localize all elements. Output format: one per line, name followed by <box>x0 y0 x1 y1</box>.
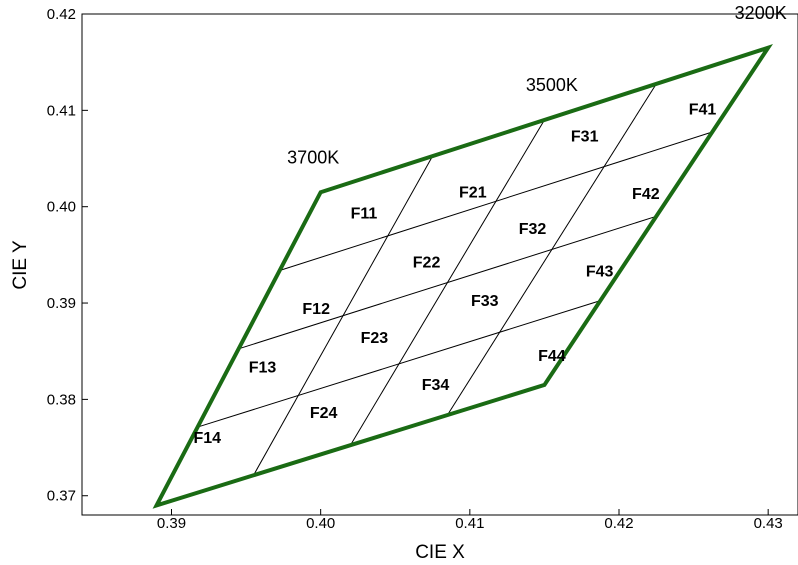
bin-label: F42 <box>632 186 660 203</box>
bin-label: F13 <box>249 360 277 377</box>
y-tick-label: 0.41 <box>47 102 76 119</box>
bin-label: F22 <box>413 255 441 272</box>
y-tick-label: 0.40 <box>47 199 76 216</box>
bin-label: F11 <box>351 205 378 222</box>
y-tick-label: 0.42 <box>47 6 76 23</box>
bin-divider-line <box>447 83 657 416</box>
x-tick-label: 0.39 <box>157 515 186 532</box>
bin-grid <box>197 83 713 476</box>
bin-label: F33 <box>471 293 499 310</box>
bin-labels: F11 F12 F13 F14 F21 F22 F23 F24 F31 F32 F33 F34 F41 F… <box>194 101 717 447</box>
y-axis-title: CIE Y <box>10 240 31 290</box>
y-tick-label: 0.38 <box>47 391 76 408</box>
cct-label: 3500K <box>526 75 578 95</box>
bin-label: F12 <box>302 301 330 318</box>
bin-label: F23 <box>361 330 389 347</box>
cct-label: 3200K <box>735 3 787 23</box>
cct-label: 3700K <box>287 147 339 167</box>
bin-label: F31 <box>571 128 599 145</box>
bin-divider-line <box>279 131 713 271</box>
bin-label: F41 <box>689 101 717 118</box>
x-tick-label: 0.43 <box>754 515 783 532</box>
bin-divider-line <box>350 119 545 446</box>
plot-frame <box>81 13 798 516</box>
bin-label: F32 <box>519 221 547 238</box>
y-tick-label: 0.39 <box>47 295 76 312</box>
bin-label: F24 <box>310 405 338 422</box>
bin-label: F14 <box>194 430 222 447</box>
bin-label: F44 <box>538 348 566 365</box>
y-tick-label: 0.37 <box>47 488 76 505</box>
cct-labels: 3700K 3500K 3200K <box>287 3 787 168</box>
x-axis: 0.39 0.40 0.41 0.42 0.43 <box>157 509 783 532</box>
bin-label: F34 <box>422 377 450 394</box>
bin-label: F21 <box>459 184 487 201</box>
bin-region-outline <box>152 44 773 509</box>
y-axis: 0.37 0.38 0.39 0.40 0.41 0.42 <box>47 6 88 505</box>
x-tick-label: 0.41 <box>455 515 484 532</box>
bin-label: F43 <box>586 263 614 280</box>
x-tick-label: 0.40 <box>306 515 335 532</box>
x-axis-title: CIE X <box>415 542 465 563</box>
x-tick-label: 0.42 <box>604 515 633 532</box>
